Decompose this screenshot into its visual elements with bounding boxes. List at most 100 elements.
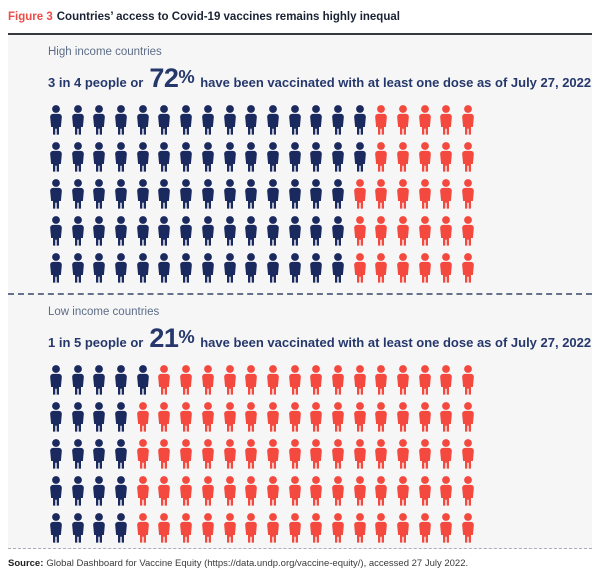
person-icon-unvaccinated: [265, 513, 281, 543]
person-icon-unvaccinated: [438, 253, 454, 283]
person-icon-unvaccinated: [352, 253, 368, 283]
pictogram-grid-low-income: [48, 365, 477, 543]
person-icon-vaccinated: [222, 179, 238, 209]
person-icon-unvaccinated: [373, 365, 389, 395]
person-icon-unvaccinated: [352, 439, 368, 469]
person-icon-vaccinated: [265, 142, 281, 172]
person-icon-vaccinated: [352, 105, 368, 135]
person-icon-unvaccinated: [222, 513, 238, 543]
person-icon-unvaccinated: [460, 179, 476, 209]
person-icon-unvaccinated: [308, 476, 324, 506]
person-icon-vaccinated: [91, 142, 107, 172]
person-icon-unvaccinated: [395, 476, 411, 506]
person-icon-vaccinated: [156, 179, 172, 209]
person-icon-vaccinated: [222, 142, 238, 172]
person-icon-vaccinated: [91, 402, 107, 432]
person-icon-vaccinated: [48, 513, 64, 543]
source-text: Global Dashboard for Vaccine Equity (htt…: [46, 558, 469, 570]
person-icon-unvaccinated: [460, 439, 476, 469]
person-icon-vaccinated: [91, 253, 107, 283]
person-icon-vaccinated: [70, 105, 86, 135]
person-icon-vaccinated: [308, 105, 324, 135]
figure-panel: High income countries 3 in 4 people or 7…: [8, 33, 592, 550]
person-icon-unvaccinated: [417, 439, 433, 469]
person-icon-unvaccinated: [395, 179, 411, 209]
figure-number-label: Figure 3: [8, 11, 53, 23]
person-icon-unvaccinated: [178, 476, 194, 506]
person-icon-vaccinated: [70, 513, 86, 543]
person-icon-unvaccinated: [156, 402, 172, 432]
person-icon-vaccinated: [135, 142, 151, 172]
person-icon-unvaccinated: [438, 365, 454, 395]
section-low-income: Low income countries 1 in 5 people or 21…: [8, 305, 592, 543]
person-icon-unvaccinated: [417, 179, 433, 209]
person-icon-unvaccinated: [178, 402, 194, 432]
person-icon-unvaccinated: [373, 402, 389, 432]
person-icon-unvaccinated: [395, 365, 411, 395]
person-icon-vaccinated: [308, 179, 324, 209]
person-icon-vaccinated: [135, 365, 151, 395]
stat-prefix: 3 in 4 people or: [48, 75, 144, 91]
person-icon-vaccinated: [91, 476, 107, 506]
person-icon-vaccinated: [330, 179, 346, 209]
person-icon-unvaccinated: [417, 513, 433, 543]
person-icon-vaccinated: [222, 216, 238, 246]
person-icon-vaccinated: [156, 105, 172, 135]
person-icon-unvaccinated: [395, 253, 411, 283]
person-icon-unvaccinated: [438, 179, 454, 209]
person-icon-unvaccinated: [265, 365, 281, 395]
person-icon-unvaccinated: [330, 402, 346, 432]
person-icon-unvaccinated: [352, 476, 368, 506]
person-icon-unvaccinated: [438, 476, 454, 506]
person-icon-vaccinated: [243, 105, 259, 135]
person-icon-vaccinated: [135, 105, 151, 135]
person-icon-unvaccinated: [156, 476, 172, 506]
person-icon-vaccinated: [135, 216, 151, 246]
person-icon-unvaccinated: [352, 216, 368, 246]
person-icon-vaccinated: [113, 476, 129, 506]
person-icon-unvaccinated: [417, 476, 433, 506]
person-icon-vaccinated: [243, 253, 259, 283]
person-icon-vaccinated: [91, 439, 107, 469]
person-icon-unvaccinated: [156, 513, 172, 543]
person-icon-unvaccinated: [352, 513, 368, 543]
person-icon-vaccinated: [178, 105, 194, 135]
person-icon-vaccinated: [330, 216, 346, 246]
person-icon-unvaccinated: [243, 513, 259, 543]
person-icon-vaccinated: [113, 142, 129, 172]
person-icon-unvaccinated: [178, 439, 194, 469]
person-icon-vaccinated: [200, 216, 216, 246]
person-icon-unvaccinated: [373, 476, 389, 506]
person-icon-vaccinated: [287, 179, 303, 209]
person-icon-vaccinated: [113, 253, 129, 283]
person-icon-vaccinated: [330, 142, 346, 172]
person-icon-vaccinated: [330, 253, 346, 283]
person-icon-unvaccinated: [460, 402, 476, 432]
person-icon-vaccinated: [91, 513, 107, 543]
person-icon-unvaccinated: [438, 142, 454, 172]
person-icon-vaccinated: [352, 142, 368, 172]
person-icon-unvaccinated: [438, 513, 454, 543]
source-label: Source:: [8, 558, 44, 570]
stat-suffix: have been vaccinated with at least one d…: [200, 75, 592, 91]
person-icon-vaccinated: [200, 253, 216, 283]
person-icon-unvaccinated: [287, 402, 303, 432]
person-icon-vaccinated: [178, 216, 194, 246]
person-icon-unvaccinated: [460, 142, 476, 172]
person-icon-unvaccinated: [200, 476, 216, 506]
person-icon-vaccinated: [48, 253, 64, 283]
person-icon-vaccinated: [113, 365, 129, 395]
person-icon-vaccinated: [91, 365, 107, 395]
stat-value: 21%: [149, 323, 195, 354]
person-icon-vaccinated: [113, 216, 129, 246]
person-icon-vaccinated: [48, 105, 64, 135]
person-icon-unvaccinated: [373, 253, 389, 283]
person-icon-unvaccinated: [243, 402, 259, 432]
person-icon-unvaccinated: [135, 476, 151, 506]
percent-sign: %: [178, 326, 195, 348]
person-icon-unvaccinated: [395, 216, 411, 246]
person-icon-unvaccinated: [373, 439, 389, 469]
person-icon-vaccinated: [70, 142, 86, 172]
person-icon-unvaccinated: [222, 365, 238, 395]
person-icon-unvaccinated: [395, 513, 411, 543]
